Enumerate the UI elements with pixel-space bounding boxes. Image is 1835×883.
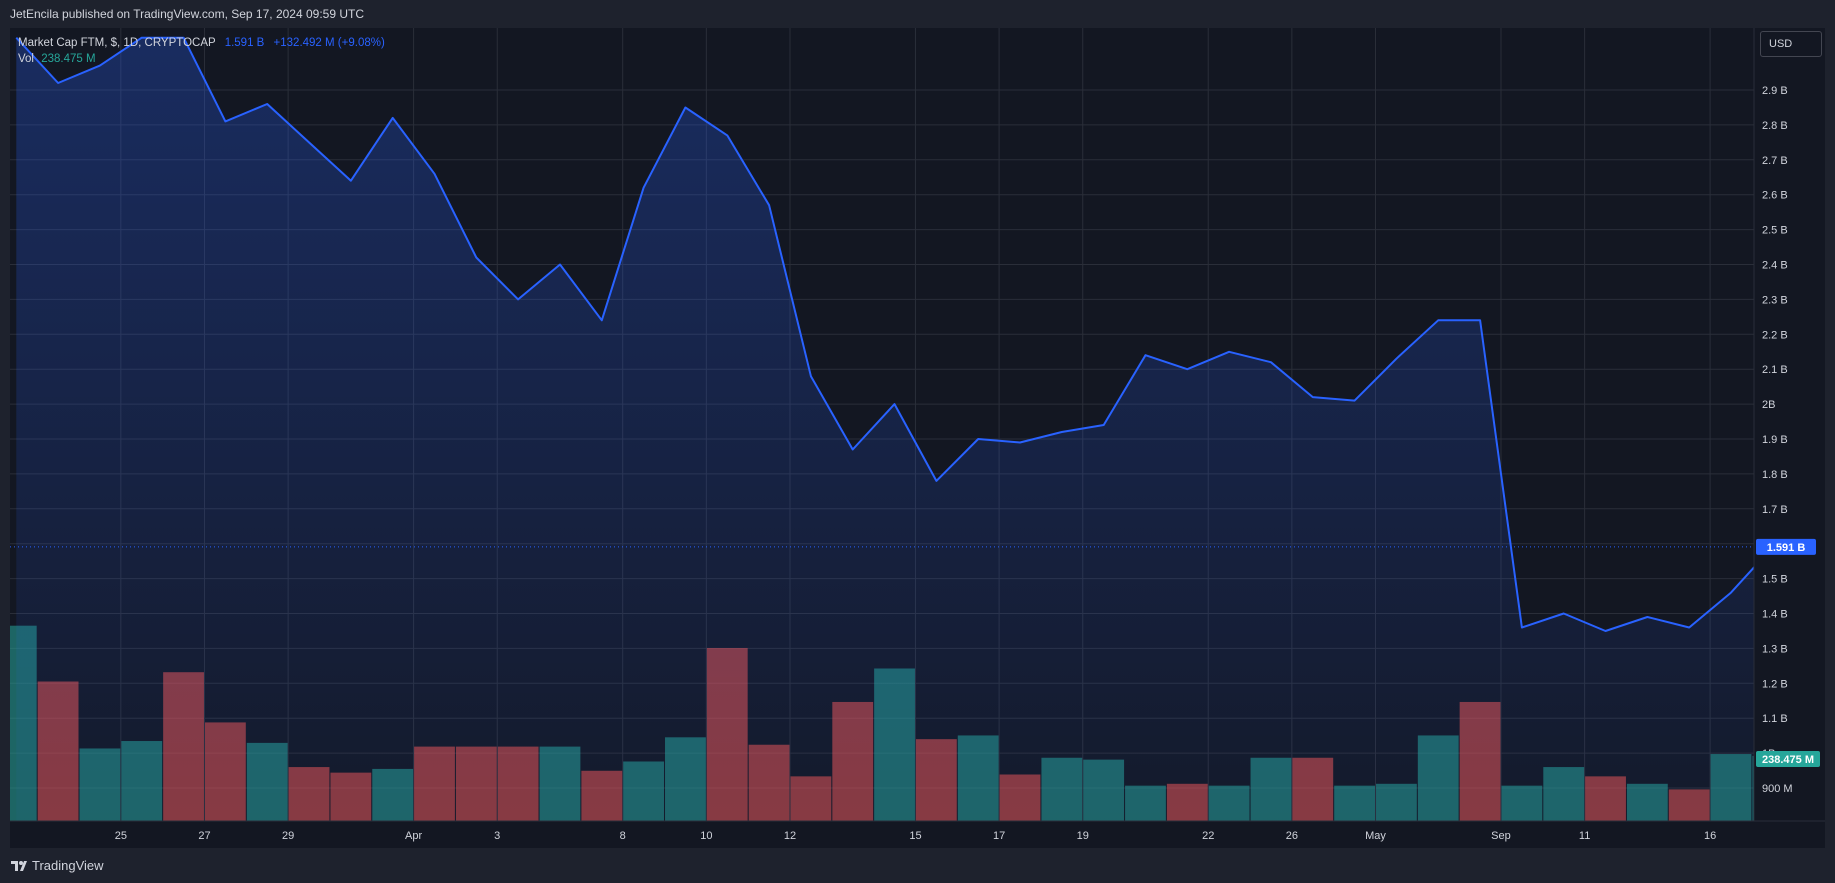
price-tick-label: 2.2 B	[1762, 329, 1788, 341]
footer-brand[interactable]: TradingView	[32, 858, 104, 873]
time-tick-label: 10	[700, 830, 712, 842]
price-tick-label: 2.6 B	[1762, 190, 1788, 202]
axes	[10, 28, 1825, 822]
time-tick-label: Apr	[405, 830, 422, 842]
price-tick-label: 2.4 B	[1762, 260, 1788, 272]
published-text: JetEncila published on TradingView.com, …	[10, 7, 364, 21]
last-volume-badge-label: 238.475 M	[1762, 754, 1814, 766]
legend-symbol-row[interactable]: Market Cap FTM, $, 1D, CRYPTOCAP 1.591 B…	[18, 35, 385, 51]
price-tick-label: 900 M	[1762, 783, 1793, 795]
price-tick-label: 1.9 B	[1762, 434, 1788, 446]
publish-header: JetEncila published on TradingView.com, …	[0, 0, 1835, 28]
last-price-badge-label: 1.591 B	[1767, 542, 1806, 554]
time-tick-label: 25	[115, 830, 127, 842]
price-tick-label: 1.2 B	[1762, 678, 1788, 690]
time-tick-label: 22	[1202, 830, 1214, 842]
price-tick-label: 1.5 B	[1762, 574, 1788, 586]
legend-volume-row[interactable]: Vol 238.475 M	[18, 51, 385, 67]
price-tick-label: 1.4 B	[1762, 609, 1788, 621]
price-tick-label: 1.7 B	[1762, 504, 1788, 516]
price-tick-label: 1.1 B	[1762, 713, 1788, 725]
time-tick-label: 17	[993, 830, 1005, 842]
legend-vol-label: Vol	[18, 53, 34, 65]
footer: TradingView	[0, 848, 1835, 883]
price-tick-label: 1.8 B	[1762, 469, 1788, 481]
price-tick-label: 2.7 B	[1762, 155, 1788, 167]
time-tick-label: 15	[909, 830, 921, 842]
currency-button[interactable]: USD	[1760, 31, 1822, 57]
time-tick-label: 16	[1704, 830, 1716, 842]
time-tick-label: 8	[620, 830, 626, 842]
price-tick-label: 1.3 B	[1762, 643, 1788, 655]
price-tick-label: 2B	[1762, 399, 1775, 411]
time-tick-label: 12	[784, 830, 796, 842]
price-area	[15, 36, 1754, 821]
price-tick-label: 2.1 B	[1762, 364, 1788, 376]
last-price-badge	[1756, 538, 1816, 555]
legend-symbol: Market Cap FTM, $, 1D, CRYPTOCAP	[18, 37, 216, 49]
price-tick-label: 2.3 B	[1762, 294, 1788, 306]
legend: Market Cap FTM, $, 1D, CRYPTOCAP 1.591 B…	[18, 35, 385, 67]
time-tick-label: 27	[198, 830, 210, 842]
time-tick-label: 29	[282, 830, 294, 842]
legend-change: +132.492 M (+9.08%)	[273, 37, 385, 49]
time-tick-label: 19	[1077, 830, 1089, 842]
price-area-fill	[16, 37, 1754, 821]
time-tick-label: 11	[1579, 830, 1590, 842]
last-volume-badge	[1756, 751, 1820, 767]
time-tick-label: 3	[494, 830, 500, 842]
price-tick-label: 2.9 B	[1762, 85, 1788, 97]
time-tick-label: Sep	[1491, 830, 1511, 842]
legend-vol-value: 238.475 M	[41, 53, 96, 65]
time-tick-label: May	[1365, 830, 1386, 842]
time-tick-label: 26	[1286, 830, 1298, 842]
price-tick-label: 2.8 B	[1762, 120, 1788, 132]
tradingview-logo-icon[interactable]	[10, 858, 28, 874]
legend-last-value: 1.591 B	[224, 37, 265, 49]
price-line	[15, 36, 1754, 632]
axis-labels: 900 M1B1.1 B1.2 B1.3 B1.4 B1.5 B1.6 B1.7…	[115, 85, 1820, 842]
price-tick-label: 2.5 B	[1762, 225, 1788, 237]
